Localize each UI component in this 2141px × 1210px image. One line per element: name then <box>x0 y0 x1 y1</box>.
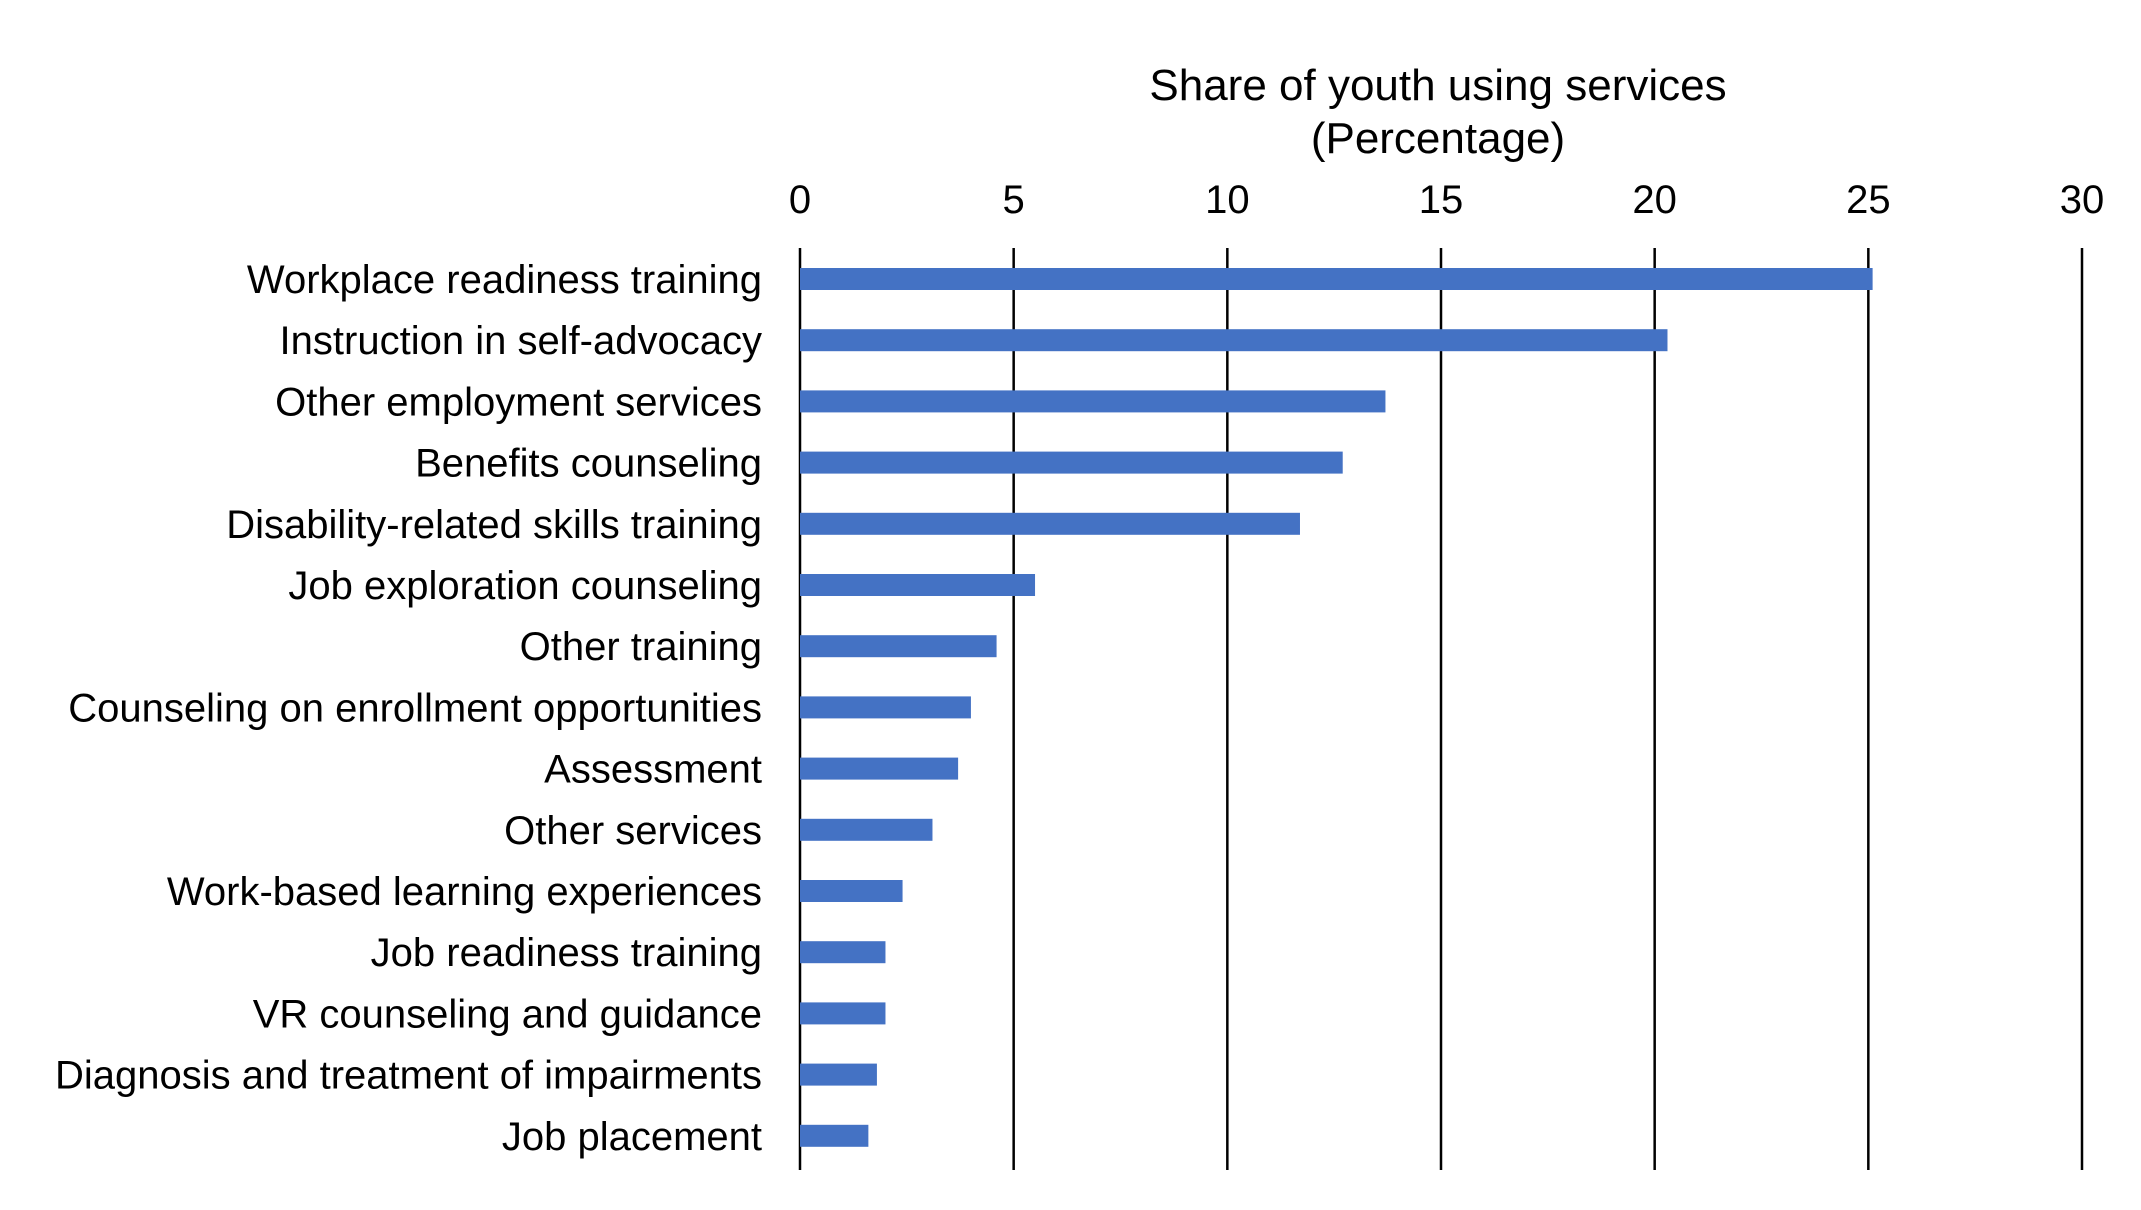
category-label: Workplace readiness training <box>247 258 762 302</box>
bars <box>800 268 1873 1147</box>
gridlines <box>798 248 2084 1170</box>
bar-workplace-readiness-training <box>800 268 1873 290</box>
bar-job-placement <box>800 1124 869 1147</box>
category-label: Job placement <box>502 1115 762 1159</box>
bar-assessment <box>800 757 959 780</box>
category-label: Instruction in self-advocacy <box>280 319 762 363</box>
bar-other-services <box>800 818 933 841</box>
bar-other-employment-services <box>800 390 1386 413</box>
category-labels: Workplace readiness training Instruction … <box>55 258 762 1159</box>
category-label: Job exploration counseling <box>288 564 762 608</box>
x-tick-labels: 0 5 10 15 20 25 30 <box>789 178 2104 222</box>
x-tick-label-30: 30 <box>2060 178 2105 222</box>
bar-vr-counseling-and-guidance <box>800 1002 886 1025</box>
category-label: Work-based learning experiences <box>167 870 762 914</box>
bar-instruction-in-self-advocacy <box>800 329 1668 352</box>
category-label: Other services <box>504 809 762 853</box>
bar-counseling-on-enrollment-opportunities <box>800 696 971 719</box>
category-label: Assessment <box>544 748 762 792</box>
category-label: Other training <box>520 625 762 669</box>
x-axis-title: Share of youth using services <box>1149 61 1726 110</box>
bar-work-based-learning-experiences <box>800 880 903 902</box>
category-label: Disability-related skills training <box>226 503 762 547</box>
category-label: Counseling on enrollment opportunities <box>68 686 762 730</box>
category-label: Job readiness training <box>371 931 762 975</box>
x-tick-label-0: 0 <box>789 178 811 222</box>
bar-diagnosis-and-treatment-of-impairments <box>800 1063 877 1086</box>
x-tick-label-25: 25 <box>1846 178 1891 222</box>
category-label: Diagnosis and treatment of impairments <box>55 1054 762 1098</box>
x-tick-label-5: 5 <box>1003 178 1025 222</box>
category-label: Other employment services <box>275 380 762 424</box>
category-label: Benefits counseling <box>415 442 762 486</box>
category-label: VR counseling and guidance <box>253 992 762 1036</box>
x-tick-label-15: 15 <box>1419 178 1464 222</box>
x-tick-label-20: 20 <box>1632 178 1677 222</box>
bar-job-readiness-training <box>800 941 886 964</box>
bar-disability-related-skills-training <box>800 512 1300 535</box>
bar-job-exploration-counseling <box>800 574 1036 596</box>
x-tick-label-10: 10 <box>1205 178 1250 222</box>
bar-benefits-counseling <box>800 451 1343 474</box>
x-axis-subtitle: (Percentage) <box>1311 114 1565 163</box>
bar-other-training <box>800 635 997 658</box>
